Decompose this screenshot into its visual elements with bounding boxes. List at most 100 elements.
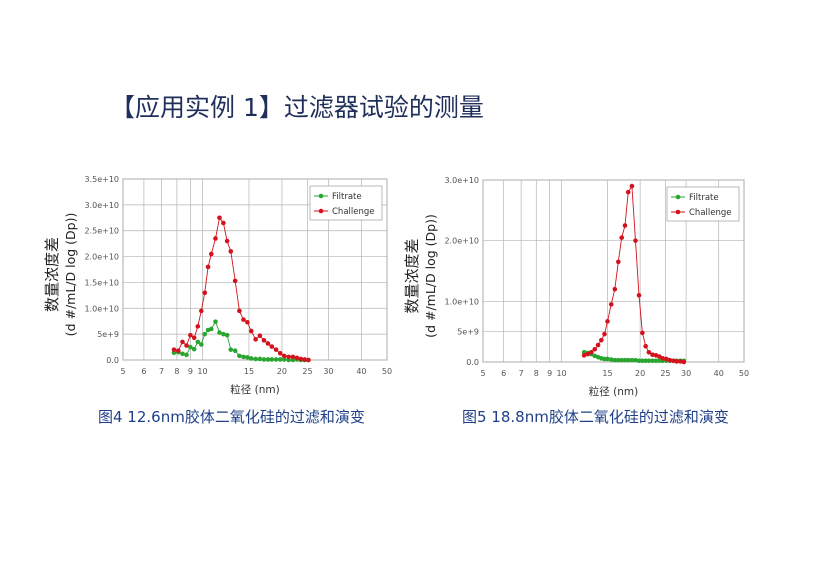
y-tick-label: 2.0e+10 xyxy=(444,237,479,246)
challenge-point xyxy=(629,183,635,189)
challenge-point xyxy=(261,338,267,343)
legend-box xyxy=(666,186,740,222)
y-tick-label: 2.5e+10 xyxy=(84,227,119,236)
chart-12-6nm-svg: 5 6 7 8 9 10 15 20 25 30 40 50 0.0 5e+9 1.0e+10 1.5e+10… xyxy=(43,175,392,396)
challenge-point xyxy=(205,264,211,270)
y-axis-label-main: 数量浓度差 xyxy=(43,237,61,312)
y-tick-label: 5e+9 xyxy=(97,330,119,339)
x-tick-label: 40 xyxy=(714,369,724,378)
y-tick-label: 1.0e+10 xyxy=(444,297,479,306)
challenge-point xyxy=(660,356,665,361)
challenge-point xyxy=(616,259,621,265)
filtrate-point xyxy=(195,339,201,345)
filtrate-point xyxy=(622,357,628,363)
filtrate-point xyxy=(253,356,258,362)
challenge-point xyxy=(221,220,226,226)
x-tick-label: 30 xyxy=(323,367,333,376)
challenge-point xyxy=(592,346,598,352)
challenge-point xyxy=(245,319,250,325)
x-tick-label: 8 xyxy=(534,369,539,378)
challenge-point xyxy=(664,356,669,362)
challenge-point xyxy=(625,189,631,195)
filtrate-point xyxy=(245,355,250,360)
challenge-point xyxy=(199,308,204,314)
challenge-point xyxy=(277,350,283,356)
filtrate-point xyxy=(605,356,610,362)
filtrate-point xyxy=(612,357,618,363)
challenge-point xyxy=(241,317,246,322)
x-axis-label: 粒径 (nm) xyxy=(230,383,279,396)
challenge-point xyxy=(188,332,193,338)
filtrate-point xyxy=(261,357,267,362)
legend-box xyxy=(309,185,383,221)
challenge-point xyxy=(171,347,177,352)
challenge-point xyxy=(650,352,655,358)
y-axis-label-main: 数量浓度差 xyxy=(403,238,421,313)
filtrate-point xyxy=(228,347,234,352)
x-tick-label: 8 xyxy=(174,367,179,376)
challenge-point xyxy=(286,354,291,360)
challenge-point xyxy=(667,357,673,363)
slide-title: 【应用实例 1】过滤器试验的测量 xyxy=(110,93,484,122)
filtrate-point xyxy=(629,357,635,363)
challenge-point xyxy=(677,359,683,364)
challenge-point xyxy=(228,249,234,254)
filtrate-point xyxy=(257,356,263,362)
challenge-point xyxy=(237,308,242,314)
challenge-point xyxy=(202,290,208,296)
challenge-point xyxy=(281,353,287,359)
challenge-point xyxy=(298,356,304,362)
filtrate-point xyxy=(221,331,226,337)
y-axis-label-units: (d #/mL/D log (Dp)) xyxy=(423,214,438,338)
x-tick-label: 10 xyxy=(197,367,207,376)
filtrate-point xyxy=(633,357,638,363)
legend-challenge-label: Challenge xyxy=(689,208,732,218)
legend-filtrate-marker xyxy=(318,193,324,199)
filtrate-point xyxy=(650,358,655,364)
y-tick-label: 5e+9 xyxy=(457,328,479,337)
x-tick-label: 9 xyxy=(188,367,193,376)
x-tick-label: 50 xyxy=(382,367,392,376)
challenge-point xyxy=(643,343,648,349)
challenge-point xyxy=(184,343,189,348)
filtrate-point xyxy=(625,357,631,363)
legend-filtrate-marker xyxy=(675,194,681,200)
y-tick-label: 0.0 xyxy=(106,356,119,365)
figure-5-caption: 图5 18.8nm胶体二氧化硅的过滤和演变 xyxy=(462,408,729,426)
filtrate-point xyxy=(269,357,275,362)
filtrate-point xyxy=(619,357,625,363)
challenge-point xyxy=(640,330,645,336)
y-tick-label: 3.0e+10 xyxy=(84,201,119,210)
challenge-point xyxy=(605,319,610,324)
filtrate-point xyxy=(241,354,246,360)
filtrate-point xyxy=(248,356,254,361)
legend-filtrate-label: Filtrate xyxy=(332,192,362,202)
filtrate-point xyxy=(224,332,230,338)
challenge-point xyxy=(269,344,275,349)
filtrate-point xyxy=(616,357,621,363)
challenge-point xyxy=(306,357,311,363)
challenge-point xyxy=(619,235,625,240)
x-tick-label: 6 xyxy=(501,369,506,378)
challenge-point xyxy=(208,251,214,257)
x-tick-label: 7 xyxy=(159,367,164,376)
filtrate-point xyxy=(232,348,238,353)
challenge-point xyxy=(608,302,614,307)
x-tick-label: 25 xyxy=(660,369,670,378)
filtrate-point xyxy=(636,358,642,364)
chart-12-6nm: 5 6 7 8 9 10 15 20 25 30 40 50 0.0 5e+9 1.0e+10 1.5e+10… xyxy=(30,165,430,400)
y-tick-label: 1.0e+10 xyxy=(84,304,119,313)
x-tick-label: 20 xyxy=(277,367,287,376)
filtrate-point xyxy=(180,351,185,357)
challenge-point xyxy=(622,223,628,228)
x-tick-label: 5 xyxy=(480,369,485,378)
filtrate-point xyxy=(188,344,193,350)
challenge-point xyxy=(585,351,591,357)
challenge-point xyxy=(273,347,279,352)
filtrate-point xyxy=(657,358,662,364)
x-axis-label: 粒径 (nm) xyxy=(589,385,638,398)
figure-4-caption: 图4 12.6nm胶体二氧化硅的过滤和演变 xyxy=(98,408,365,426)
filtrate-point xyxy=(640,358,645,364)
challenge-point xyxy=(176,348,181,353)
x-tick-label: 15 xyxy=(602,369,612,378)
